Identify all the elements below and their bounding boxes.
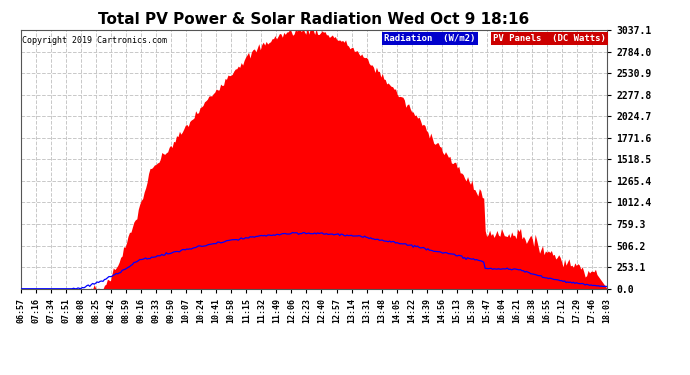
Text: PV Panels  (DC Watts): PV Panels (DC Watts) [493, 34, 606, 43]
Title: Total PV Power & Solar Radiation Wed Oct 9 18:16: Total PV Power & Solar Radiation Wed Oct… [98, 12, 530, 27]
Text: Copyright 2019 Cartronics.com: Copyright 2019 Cartronics.com [22, 36, 167, 45]
Text: Radiation  (W/m2): Radiation (W/m2) [384, 34, 475, 43]
